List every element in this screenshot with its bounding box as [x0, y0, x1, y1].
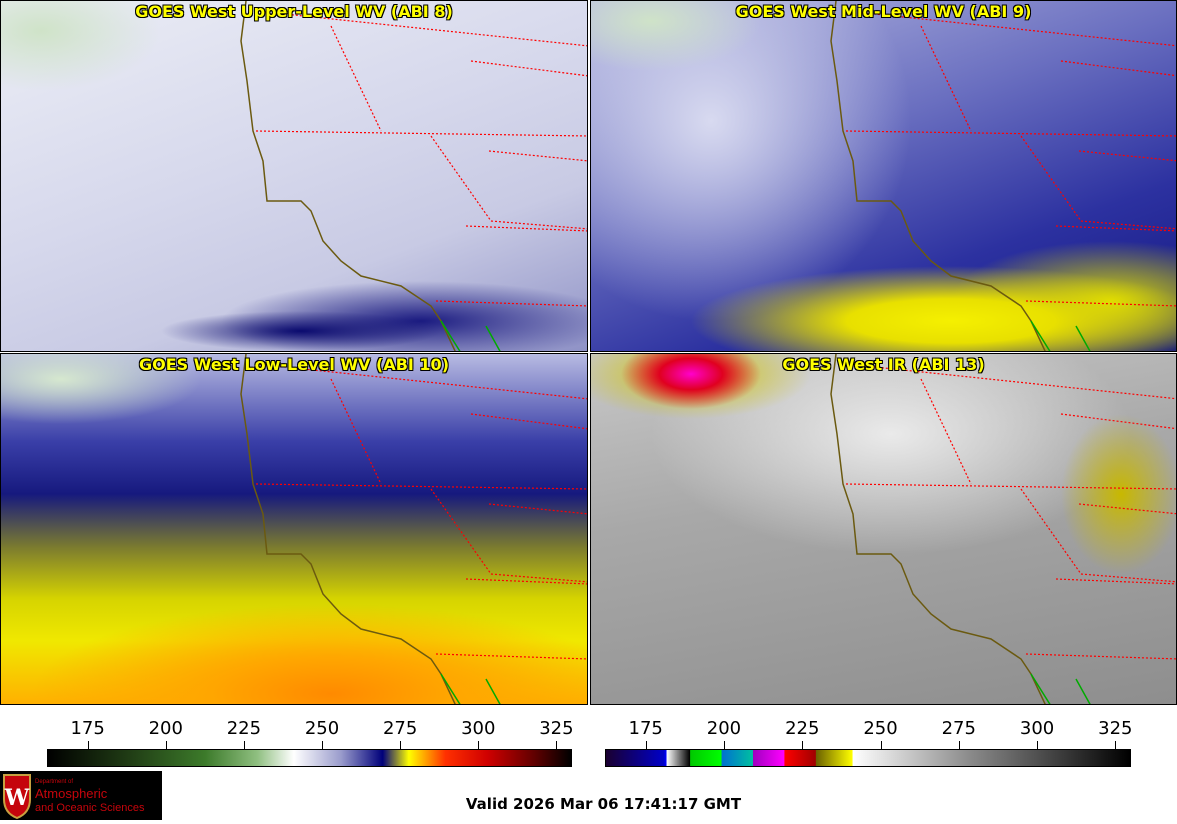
- map-overlay: [240, 1, 587, 351]
- uw-crest-icon: W Department of Atmospheric and Oceanic …: [3, 774, 145, 820]
- coastline: [830, 1, 1046, 351]
- state-borders: [845, 363, 1176, 660]
- panel-ir: GOES West IR (ABI 13): [590, 353, 1177, 705]
- colorbar-tick: [243, 741, 245, 749]
- panel-title: GOES West IR (ABI 13): [782, 355, 985, 374]
- colorbar-tick: [958, 741, 960, 749]
- svg-text:W: W: [4, 785, 30, 811]
- panel-title: GOES West Upper-Level WV (ABI 8): [135, 2, 453, 21]
- svg-text:Atmospheric: Atmospheric: [35, 786, 108, 801]
- colorbar-tick-label: 300: [1019, 718, 1055, 739]
- colorbar-tick-label: 325: [1098, 718, 1133, 739]
- svg-text:Department of: Department of: [35, 779, 73, 785]
- colorbar-tick: [1037, 741, 1039, 749]
- mexico-coast: [1030, 320, 1091, 351]
- aos-logo: W Department of Atmospheric and Oceanic …: [0, 771, 162, 820]
- colorbar-tick: [1115, 741, 1117, 749]
- coastline: [240, 354, 456, 704]
- colorbar-tick: [322, 741, 323, 749]
- coastline: [240, 1, 456, 351]
- colorbar-tick: [478, 741, 480, 749]
- colorbar-tick-label: 275: [382, 718, 418, 739]
- colorbar-tick: [802, 741, 804, 749]
- mexico-coast: [1030, 673, 1091, 704]
- colorbar-tick-label: 250: [304, 718, 340, 739]
- colorbar-tick-label: 200: [706, 718, 742, 739]
- panel-upper-level-wv: GOES West Upper-Level WV (ABI 8): [0, 0, 588, 352]
- colorbar-tick-label: 325: [539, 718, 574, 739]
- ir-colorbar: [605, 749, 1131, 767]
- colorbar-tick: [400, 741, 402, 749]
- panel-title: GOES West Low-Level WV (ABI 10): [138, 355, 449, 374]
- panel-title: GOES West Mid-Level WV (ABI 9): [735, 2, 1032, 21]
- mexico-coast: [440, 320, 501, 351]
- mexico-coast: [440, 673, 501, 704]
- svg-text:and Oceanic Sciences: and Oceanic Sciences: [35, 802, 145, 814]
- valid-time: Valid 2026 Mar 06 17:41:17 GMT: [465, 795, 742, 813]
- colorbar-tick: [165, 741, 167, 749]
- coastline: [830, 354, 1046, 704]
- colorbar-tick: [87, 741, 89, 749]
- state-borders: [255, 10, 587, 307]
- colorbar-tick: [723, 741, 725, 749]
- colorbar-tick-label: 200: [148, 718, 183, 739]
- map-overlay: [240, 354, 587, 704]
- state-borders: [255, 363, 587, 660]
- colorbar-tick-label: 300: [461, 718, 496, 739]
- colorbar-tick: [645, 741, 647, 749]
- map-overlay: [830, 354, 1176, 704]
- colorbar-tick: [880, 741, 882, 749]
- colorbar-tick-label: 225: [785, 718, 820, 739]
- wv-colorbar: [47, 749, 572, 767]
- colorbar-tick-label: 175: [70, 718, 105, 739]
- map-overlay: [830, 1, 1176, 351]
- panel-low-level-wv: GOES West Low-Level WV (ABI 10): [0, 353, 588, 705]
- colorbar-tick: [556, 741, 558, 749]
- colorbar-tick-label: 275: [941, 718, 976, 739]
- state-borders: [845, 10, 1176, 307]
- panel-mid-level-wv: GOES West Mid-Level WV (ABI 9): [590, 0, 1177, 352]
- colorbar-tick-label: 175: [628, 718, 663, 739]
- colorbar-tick-label: 225: [226, 718, 262, 739]
- colorbar-tick-label: 250: [863, 718, 898, 739]
